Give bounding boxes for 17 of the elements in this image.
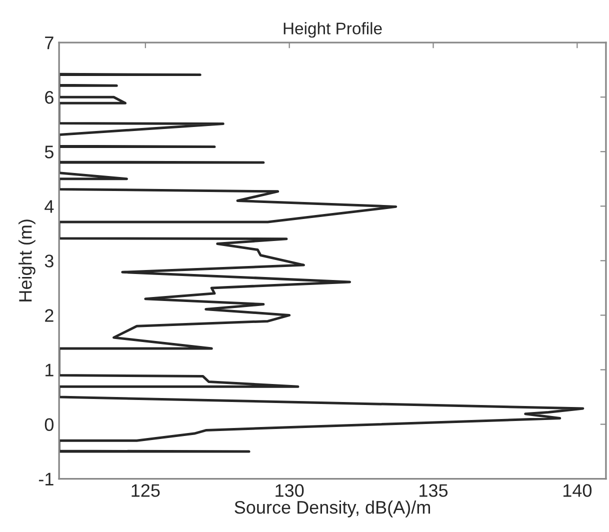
y-tick-label: 5 (44, 146, 54, 158)
y-tick-label: 4 (44, 200, 54, 213)
y-tick-label: 3 (44, 254, 54, 268)
x-tick-label: 125 (132, 484, 160, 497)
chart-title: Height Profile (284, 22, 382, 38)
x-tick-label: 130 (276, 484, 304, 497)
y-tick-label: 1 (46, 364, 54, 376)
y-axis-title: Height (m) (18, 220, 36, 302)
y-tick-label: 2 (45, 309, 54, 322)
x-tick-label: 135 (420, 484, 448, 497)
y-tick-label: 6 (45, 91, 54, 104)
x-axis-title: Source Density, dB(A)/m (234, 500, 430, 518)
y-tick-label: 7 (45, 36, 54, 50)
x-tick-label: 140 (563, 484, 592, 497)
line-series (59, 72, 584, 453)
y-tick-label: 0 (44, 418, 54, 431)
y-tick-label: -1 (38, 472, 54, 486)
